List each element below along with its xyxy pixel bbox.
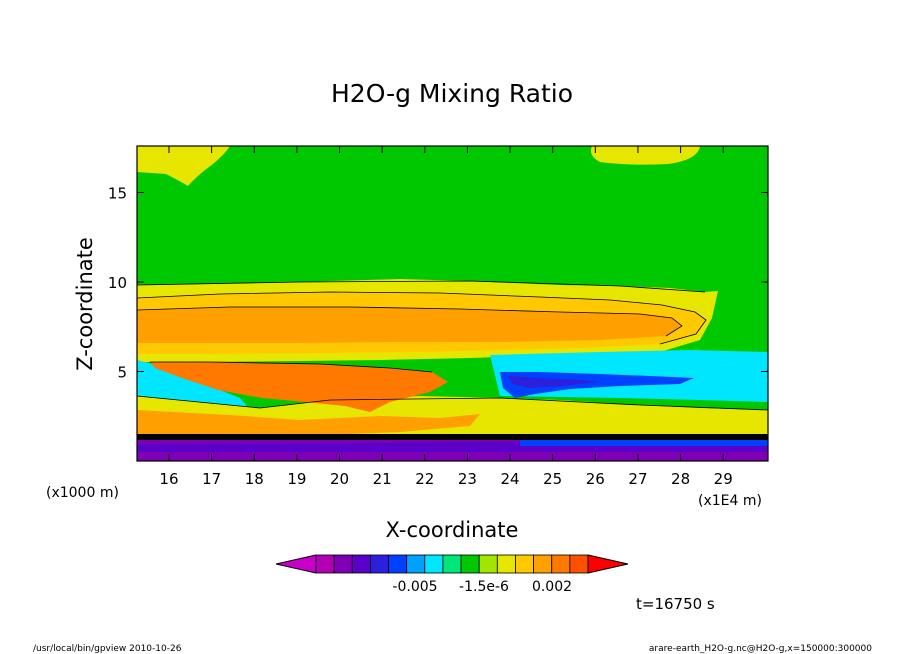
y-axis-label: Z-coordinate	[73, 237, 97, 371]
colorbar-swatch	[388, 554, 408, 574]
x-tick-label: 29	[714, 470, 733, 488]
colorbar-swatch	[515, 554, 535, 574]
region-lower-orange	[137, 410, 480, 436]
x-unit-right: (x1E4 m)	[698, 493, 762, 509]
colorbar-swatch	[533, 554, 553, 574]
x-axis-label: X-coordinate	[386, 518, 519, 542]
x-tick-label: 21	[373, 470, 392, 488]
x-tick-label: 17	[202, 470, 221, 488]
x-tick-label: 28	[671, 470, 690, 488]
colorbar-swatch	[478, 554, 498, 574]
colorbar-swatch	[551, 554, 571, 574]
footer-left: /usr/local/bin/gpview 2010-10-26	[33, 644, 182, 654]
time-annotation: t=16750 s	[636, 595, 715, 613]
colorbar-swatch	[315, 554, 335, 574]
x-tick-label: 25	[543, 470, 562, 488]
x-tick-marks: 16 17 18 19 20 21 22 23 24 25 26 27 28 29	[159, 146, 733, 488]
region-orange	[137, 307, 682, 343]
colorbar-label-max: 0.002	[532, 579, 572, 595]
x-tick-label: 20	[330, 470, 349, 488]
contour-field	[137, 146, 768, 461]
x-unit-left: (x1000 m)	[46, 485, 119, 501]
colorbar-labels: -0.005 -1.5e-6 0.002	[392, 579, 572, 595]
y-tick-marks: 5 10 15	[108, 185, 768, 382]
surface-line	[137, 434, 768, 440]
colorbar-swatch	[442, 554, 462, 574]
colorbar-arrow-right	[587, 554, 629, 574]
x-tick-label: 16	[159, 470, 178, 488]
x-tick-label: 22	[415, 470, 434, 488]
x-tick-label: 24	[501, 470, 520, 488]
colorbar	[275, 554, 629, 574]
x-tick-label: 19	[287, 470, 306, 488]
colorbar-swatch	[460, 554, 480, 574]
colorbar-swatch	[369, 554, 389, 574]
plot-frame	[136, 145, 769, 462]
colorbar-swatch	[406, 554, 426, 574]
y-tick-label: 10	[108, 274, 127, 292]
region-navy-core	[508, 376, 600, 388]
x-tick-label: 18	[245, 470, 264, 488]
colorbar-swatch	[496, 554, 516, 574]
colorbar-label-min: -0.005	[392, 579, 437, 595]
x-tick-label: 26	[586, 470, 605, 488]
region-top-right-yellow	[591, 146, 700, 165]
y-tick-label: 5	[117, 364, 127, 382]
chart-title: H2O-g Mixing Ratio	[331, 79, 573, 108]
colorbar-swatch	[351, 554, 371, 574]
colorbar-swatch	[569, 554, 589, 574]
colorbar-swatch	[333, 554, 353, 574]
y-tick-label: 15	[108, 185, 127, 203]
region-top-left-yellow	[137, 146, 230, 186]
x-tick-label: 23	[458, 470, 477, 488]
colorbar-arrow-left	[275, 554, 317, 574]
footer-right: arare-earth_H2O-g.nc@H2O-g,x=150000:3000…	[649, 644, 872, 654]
contour-lines	[137, 280, 768, 411]
colorbar-swatch	[424, 554, 444, 574]
x-tick-label: 27	[628, 470, 647, 488]
colorbar-label-mid: -1.5e-6	[459, 579, 509, 595]
